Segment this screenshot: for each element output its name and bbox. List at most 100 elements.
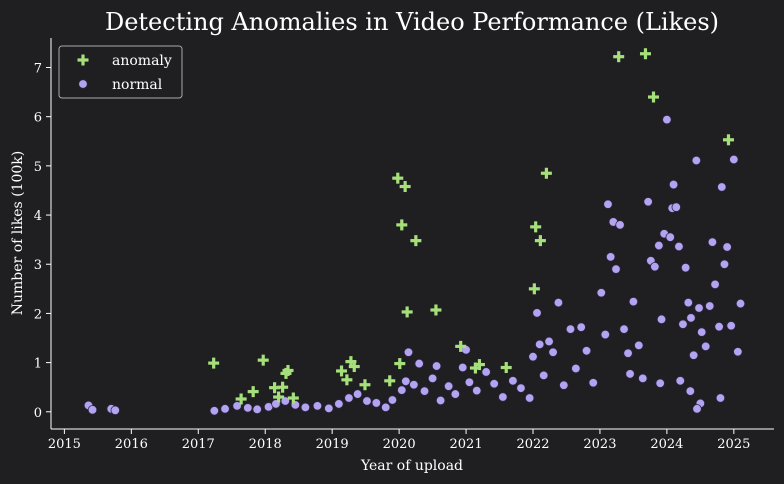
x-tick-label: 2016: [115, 437, 148, 452]
data-point-normal: [548, 347, 558, 357]
data-point-normal: [110, 405, 120, 416]
data-point-normal: [611, 264, 621, 274]
legend: anomaly normal: [58, 45, 183, 99]
data-point-normal: [686, 313, 696, 323]
data-point-normal: [516, 383, 526, 393]
data-point-normal: [678, 319, 688, 329]
data-point-anomaly: [473, 359, 485, 371]
data-point-normal: [680, 262, 691, 273]
data-point-normal: [324, 403, 334, 414]
x-tick-label: 2019: [316, 437, 349, 452]
y-tick-label: 4: [34, 209, 42, 224]
data-point-normal: [668, 179, 679, 190]
data-point-anomaly: [208, 357, 220, 369]
data-point-normal: [694, 303, 704, 313]
data-point-normal: [443, 381, 454, 391]
axes-layer: 2015 2016 2017 2018 2019 2020 2021 2022 2023 2024…: [34, 38, 774, 452]
data-point-normal: [628, 296, 639, 307]
data-point-normal: [643, 197, 653, 207]
y-tick-label: 5: [34, 160, 42, 175]
data-point-normal: [714, 322, 724, 332]
data-point-normal: [209, 406, 220, 416]
data-point-normal: [300, 402, 311, 413]
x-tick-label: 2025: [717, 437, 750, 452]
data-point-normal: [431, 361, 442, 371]
x-tick-label: 2020: [383, 437, 416, 452]
data-point-normal: [334, 399, 344, 409]
data-point-anomaly: [280, 367, 292, 379]
x-tick-label: 2023: [583, 437, 616, 452]
data-point-normal: [565, 324, 576, 334]
data-point-normal: [717, 182, 727, 192]
data-point-normal: [650, 261, 660, 272]
data-point-normal: [243, 403, 253, 413]
y-tick-label: 6: [34, 111, 42, 126]
data-point-normal: [685, 386, 696, 396]
y-axis-label: Number of likes (100k): [10, 151, 26, 315]
data-point-normal: [528, 352, 538, 362]
data-point-anomaly: [336, 365, 348, 377]
data-point-normal: [671, 202, 681, 212]
data-point-normal: [722, 242, 732, 252]
data-point-normal: [419, 386, 430, 396]
data-point-anomaly: [455, 340, 467, 352]
data-point-anomaly: [639, 48, 651, 60]
data-point-normal: [697, 327, 707, 337]
data-point-anomaly: [540, 167, 552, 179]
data-point-normal: [508, 376, 518, 386]
data-point-normal: [576, 322, 586, 332]
data-point-anomaly: [410, 235, 422, 247]
data-point-normal: [726, 321, 736, 331]
data-point-normal: [232, 401, 242, 411]
data-point-normal: [729, 154, 739, 165]
legend-label-normal: normal: [112, 77, 163, 93]
data-point-anomaly: [648, 91, 659, 103]
data-point-normal: [489, 379, 499, 389]
data-point-normal: [715, 393, 726, 403]
data-point-normal: [688, 350, 699, 360]
data-point-anomaly: [430, 304, 442, 316]
points-layer: [83, 48, 746, 416]
data-point-anomaly: [257, 354, 269, 366]
data-point-anomaly: [722, 134, 734, 146]
data-point-anomaly: [534, 235, 546, 247]
data-point-anomaly: [399, 181, 411, 193]
data-point-normal: [414, 358, 424, 369]
data-point-anomaly: [277, 381, 289, 393]
x-tick-label: 2018: [249, 437, 282, 452]
data-point-normal: [656, 314, 667, 325]
data-point-anomaly: [613, 51, 625, 63]
data-point-normal: [532, 308, 542, 318]
data-point-normal: [596, 288, 606, 298]
data-point-anomaly: [530, 221, 542, 233]
data-point-normal: [683, 297, 694, 308]
legend-box: [58, 45, 183, 99]
data-point-anomaly: [392, 172, 404, 184]
data-point-normal: [665, 232, 675, 242]
data-point-normal: [559, 380, 569, 390]
data-point-normal: [435, 395, 446, 406]
data-point-normal: [544, 336, 554, 347]
data-point-normal: [603, 199, 613, 209]
data-point-anomaly: [359, 379, 371, 391]
data-point-anomaly: [341, 374, 353, 386]
data-point-anomaly: [396, 219, 408, 231]
x-tick-label: 2017: [182, 437, 215, 452]
data-point-normal: [539, 370, 549, 381]
y-tick-label: 2: [34, 307, 42, 322]
data-point-normal: [571, 363, 581, 374]
legend-plus-icon: [77, 54, 89, 66]
y-tick-label: 3: [34, 258, 42, 273]
y-tick-label: 7: [34, 62, 42, 77]
data-point-normal: [634, 340, 644, 351]
data-point-normal: [674, 241, 684, 252]
y-tick-label: 1: [34, 357, 42, 372]
x-tick-label: 2015: [48, 437, 81, 452]
data-point-normal: [692, 404, 702, 414]
data-point-normal: [701, 341, 711, 352]
data-point-normal: [409, 380, 419, 390]
data-point-normal: [371, 398, 382, 408]
data-point-normal: [403, 347, 414, 357]
data-point-normal: [605, 252, 616, 262]
